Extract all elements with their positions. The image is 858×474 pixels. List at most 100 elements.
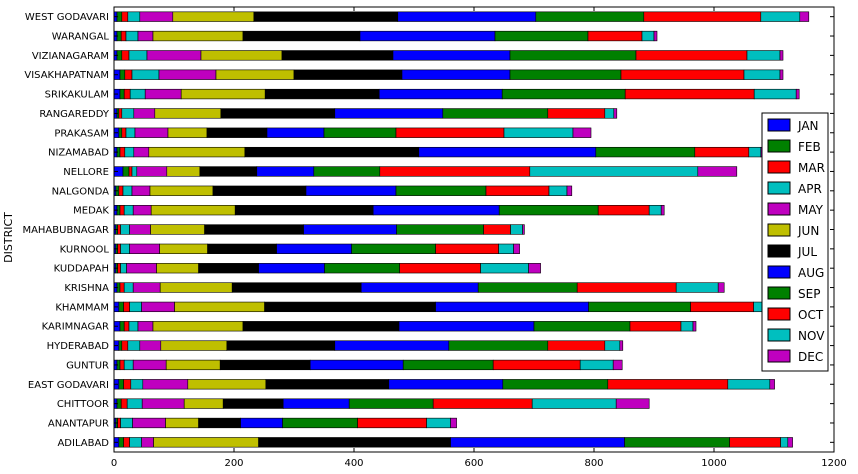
bar-anantapur-jun — [165, 417, 199, 429]
legend-swatch-dec — [767, 349, 791, 363]
bar-hyderabad-jun — [160, 340, 228, 351]
bar-kuddapah-dec — [528, 263, 541, 274]
bar-nizamabad-nov — [748, 146, 762, 158]
legend-label-sep: SEP — [798, 287, 820, 301]
bar-krishna-oct — [576, 282, 677, 293]
bar-west-godavari-apr — [127, 11, 141, 22]
bar-mahabubnagar-mar — [117, 224, 121, 235]
bar-vizianagaram-oct — [635, 50, 748, 61]
bar-kurnool-mar — [117, 243, 121, 254]
bar-warangal-jul — [242, 30, 361, 42]
bar-nizamabad-jun — [148, 146, 246, 158]
bar-srikakulam-sep — [501, 88, 626, 100]
bar-nizamabad-mar — [119, 146, 126, 158]
bar-vizianagaram-aug — [392, 50, 511, 61]
bar-srikakulam-oct — [624, 88, 755, 100]
legend-swatch-may — [767, 202, 791, 216]
bar-adilabad-mar — [123, 437, 130, 448]
bar-nizamabad-sep — [595, 146, 696, 158]
y-tick-label-warangal: WARANGAL — [52, 32, 110, 43]
bar-kuddapah-jul — [198, 263, 259, 274]
bar-rangareddy-jun — [154, 108, 222, 119]
bar-guntur-dec — [612, 359, 623, 371]
legend-swatch-feb — [767, 139, 791, 153]
bar-srikakulam-mar — [123, 88, 131, 100]
bar-khammam-mar — [123, 301, 130, 313]
bar-guntur-mar — [119, 359, 125, 371]
bar-hyderabad-oct — [547, 340, 606, 351]
bar-prakasam-may — [134, 127, 169, 138]
bar-mahabubnagar-jun — [150, 224, 205, 235]
bar-hyderabad-sep — [448, 340, 549, 351]
bar-medak-nov — [648, 205, 662, 216]
bar-adilabad-nov — [780, 437, 789, 448]
bar-nalgonda-jul — [212, 185, 307, 196]
bar-west-godavari-oct — [643, 11, 762, 22]
y-tick-label-hyderabad: HYDERABAD — [47, 341, 110, 352]
x-tick-label-1000: 1000 — [701, 458, 726, 469]
bar-chittoor-apr — [126, 398, 143, 409]
bar-warangal-may — [137, 30, 154, 42]
bar-east-godavari-may — [142, 379, 189, 390]
bar-nizamabad-oct — [694, 146, 750, 158]
bar-kuddapah-jun — [156, 263, 199, 274]
y-tick-label-nizamabad: NIZAMABAD — [48, 148, 109, 159]
bar-hyderabad-nov — [604, 340, 621, 351]
legend-label-nov: NOV — [798, 329, 825, 343]
bar-kuddapah-oct — [399, 263, 481, 274]
bar-east-godavari-sep — [502, 379, 609, 390]
bar-nellore-may — [136, 166, 168, 177]
bar-rangareddy-dec — [613, 108, 618, 119]
y-tick-label-vizianagaram: VIZIANAGARAM — [32, 51, 109, 62]
bar-anantapur-sep — [282, 417, 358, 429]
y-tick-label-srikakulam: SRIKAKULAM — [45, 90, 109, 101]
bar-nalgonda-apr — [122, 185, 133, 196]
bar-kuddapah-aug — [258, 263, 325, 274]
bar-vizianagaram-apr — [128, 50, 148, 61]
bar-nalgonda-sep — [395, 185, 487, 196]
bar-karimnagar-aug — [398, 321, 535, 332]
y-tick-label-nellore: NELLORE — [63, 167, 109, 178]
y-tick-label-anantapur: ANANTAPUR — [48, 418, 109, 429]
bar-kurnool-nov — [498, 243, 514, 254]
bar-vizianagaram-jul — [281, 50, 394, 61]
x-tick-label-1200: 1200 — [821, 458, 846, 469]
bar-karimnagar-nov — [680, 321, 694, 332]
bar-west-godavari-may — [139, 11, 174, 22]
bar-nellore-feb — [122, 166, 130, 177]
bar-kurnool-jun — [159, 243, 208, 254]
bar-kurnool-apr — [120, 243, 130, 254]
bar-rangareddy-may — [133, 108, 156, 119]
bar-nizamabad-may — [133, 146, 150, 158]
bar-nizamabad-apr — [124, 146, 135, 158]
bar-mahabubnagar-jul — [204, 224, 304, 235]
bar-warangal-apr — [125, 30, 139, 42]
bar-west-godavari-dec — [799, 11, 810, 22]
bar-nellore-mar — [128, 166, 133, 177]
bar-layer — [113, 11, 810, 448]
bar-visakhapatnam-dec — [779, 69, 784, 80]
bar-vizianagaram-dec — [779, 50, 784, 61]
legend-swatch-aug — [767, 265, 791, 279]
bar-hyderabad-dec — [619, 340, 624, 351]
bar-prakasam-apr — [125, 127, 136, 138]
bar-khammam-sep — [588, 301, 691, 313]
bar-nellore-jul — [199, 166, 258, 177]
bar-khammam-jul — [264, 301, 436, 313]
bar-east-godavari-mar — [123, 379, 132, 390]
bar-east-godavari-nov — [727, 379, 771, 390]
bar-adilabad-jun — [153, 437, 259, 448]
bar-chittoor-sep — [348, 398, 434, 409]
bar-karimnagar-dec — [692, 321, 697, 332]
bar-rangareddy-mar — [118, 108, 123, 119]
bar-srikakulam-jun — [180, 88, 266, 100]
bar-medak-jun — [150, 205, 236, 216]
legend-label-dec: DEC — [798, 350, 823, 364]
bar-guntur-jul — [219, 359, 311, 371]
bar-west-godavari-jun — [172, 11, 255, 22]
bar-anantapur-nov — [426, 417, 451, 429]
bar-visakhapatnam-aug — [401, 69, 511, 80]
bar-warangal-jun — [152, 30, 244, 42]
bar-kurnool-oct — [435, 243, 499, 254]
bar-adilabad-apr — [129, 437, 142, 448]
